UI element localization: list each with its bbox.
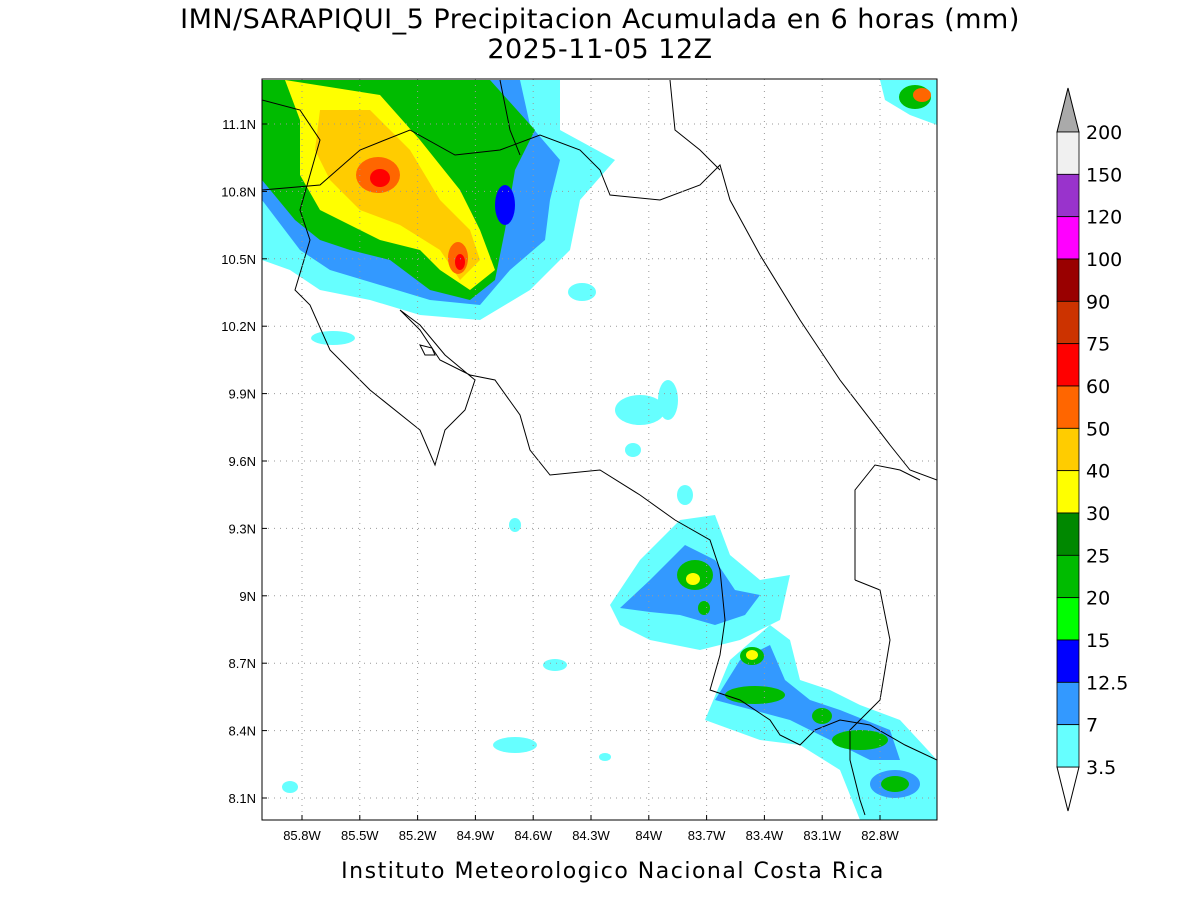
colorbar-label: 200 bbox=[1086, 122, 1122, 144]
lon-label: 82.8W bbox=[861, 828, 899, 843]
lat-label: 9.9N bbox=[229, 387, 256, 402]
colorbar-swatch bbox=[1056, 597, 1080, 641]
colorbar-label: 90 bbox=[1086, 291, 1110, 313]
map-frame bbox=[261, 78, 938, 821]
lat-label: 10.5N bbox=[221, 252, 256, 267]
footer: Instituto Meteorologico Nacional Costa R… bbox=[341, 859, 885, 884]
lat-label: 8.7N bbox=[229, 656, 256, 671]
colorbar: 200 150 120 100 90 75 60 50 40 30 25 20 15 12.5 7 3.5 bbox=[1056, 87, 1128, 812]
colorbar-swatch bbox=[1056, 343, 1080, 387]
colorbar-label: 25 bbox=[1086, 545, 1110, 567]
colorbar-label: 50 bbox=[1086, 418, 1110, 440]
lon-label: 85.2W bbox=[399, 828, 437, 843]
lon-label: 85.8W bbox=[283, 828, 321, 843]
lon-label: 84.3W bbox=[572, 828, 610, 843]
lon-label: 83.7W bbox=[688, 828, 726, 843]
lat-label: 8.4N bbox=[229, 724, 256, 739]
colorbar-label: 15 bbox=[1086, 630, 1110, 652]
colorbar-swatch bbox=[1056, 216, 1080, 260]
subtitle: 2025-11-05 12Z bbox=[487, 34, 712, 65]
colorbar-label: 150 bbox=[1086, 164, 1122, 186]
lon-label: 84W bbox=[635, 828, 662, 843]
precipitation-field bbox=[262, 80, 937, 820]
colorbar-label: 75 bbox=[1086, 334, 1110, 356]
colorbar-swatch bbox=[1056, 724, 1080, 768]
lat-label: 9.6N bbox=[229, 454, 256, 469]
lon-label: 83.4W bbox=[746, 828, 784, 843]
colorbar-swatch bbox=[1056, 554, 1080, 599]
lat-label: 9N bbox=[239, 589, 256, 604]
lon-label: 84.6W bbox=[514, 828, 552, 843]
colorbar-label: 12.5 bbox=[1086, 672, 1128, 694]
lat-label: 9.3N bbox=[229, 521, 256, 536]
coastlines bbox=[262, 79, 937, 816]
colorbar-swatch bbox=[1056, 300, 1080, 345]
colorbar-label: 3.5 bbox=[1086, 757, 1116, 779]
colorbar-label: 100 bbox=[1086, 249, 1122, 271]
colorbar-under bbox=[1056, 766, 1080, 812]
title: IMN/SARAPIQUI_5 Precipitacion Acumulada … bbox=[180, 4, 1020, 35]
lon-label: 85.5W bbox=[341, 828, 379, 843]
lat-label: 11.1N bbox=[222, 117, 256, 132]
colorbar-swatch bbox=[1056, 639, 1080, 683]
lat-label: 10.8N bbox=[221, 184, 256, 199]
lon-label: 84.9W bbox=[457, 828, 495, 843]
colorbar-swatch bbox=[1056, 173, 1080, 218]
colorbar-swatch bbox=[1056, 385, 1080, 429]
lon-label: 83.1W bbox=[803, 828, 841, 843]
colorbar-swatch bbox=[1056, 131, 1080, 175]
colorbar-label: 20 bbox=[1086, 588, 1110, 610]
colorbar-swatch bbox=[1056, 258, 1080, 302]
colorbar-over bbox=[1056, 87, 1080, 133]
colorbar-label: 40 bbox=[1086, 461, 1110, 483]
map bbox=[262, 79, 937, 820]
graticule: 11.1N 10.8N 10.5N 10.2N 9.9N 9.6N 9.3N 9N 8.7N 8.… bbox=[221, 79, 937, 843]
colorbar-swatch bbox=[1056, 427, 1080, 472]
lat-label: 8.1N bbox=[229, 791, 256, 806]
colorbar-swatch bbox=[1056, 512, 1080, 556]
colorbar-label: 60 bbox=[1086, 376, 1110, 398]
colorbar-label: 7 bbox=[1086, 715, 1098, 737]
lat-label: 10.2N bbox=[221, 319, 256, 334]
colorbar-swatch bbox=[1056, 681, 1080, 726]
colorbar-swatch bbox=[1056, 470, 1080, 514]
colorbar-label: 120 bbox=[1086, 207, 1122, 229]
colorbar-label: 30 bbox=[1086, 503, 1110, 525]
